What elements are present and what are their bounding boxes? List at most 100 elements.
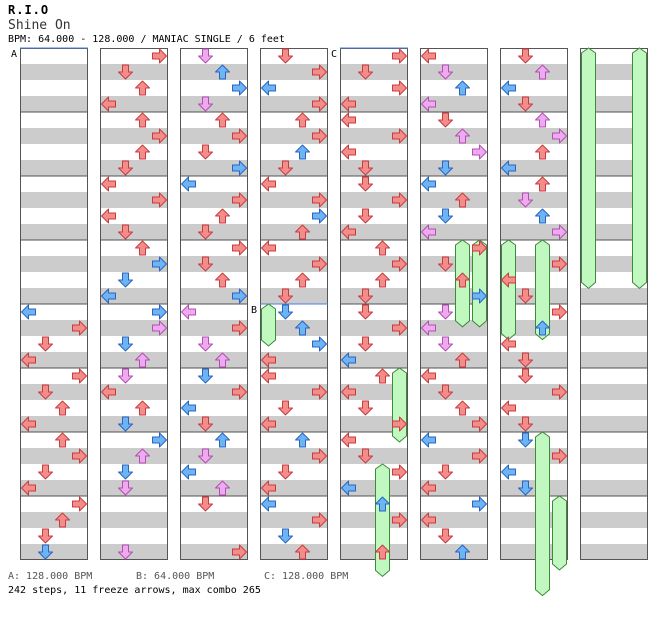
- right-arrow: [472, 448, 487, 464]
- down-arrow: [38, 528, 53, 544]
- up-arrow: [295, 224, 310, 240]
- right-arrow: [552, 448, 567, 464]
- left-arrow: [261, 480, 276, 496]
- up-arrow: [215, 480, 230, 496]
- down-arrow: [518, 368, 533, 384]
- beat-stripe: [500, 288, 568, 304]
- freeze-arrow: [472, 239, 487, 328]
- down-arrow: [358, 160, 373, 176]
- up-arrow: [455, 272, 470, 288]
- up-arrow: [295, 112, 310, 128]
- left-arrow: [421, 480, 436, 496]
- beat-stripe: [100, 96, 168, 112]
- right-arrow: [232, 128, 247, 144]
- beat-stripe: [20, 480, 88, 496]
- up-arrow: [55, 512, 70, 528]
- down-arrow: [38, 336, 53, 352]
- down-arrow: [198, 448, 213, 464]
- left-arrow: [261, 368, 276, 384]
- beat-stripe: [500, 64, 568, 80]
- right-arrow: [552, 256, 567, 272]
- beat-stripe: [420, 544, 488, 560]
- column-border: [420, 48, 488, 560]
- beat-stripe: [180, 352, 248, 368]
- freeze-body: [632, 47, 647, 290]
- beat-stripe: [500, 224, 568, 240]
- right-arrow: [152, 256, 167, 272]
- right-arrow: [232, 320, 247, 336]
- beat-stripe: [580, 224, 648, 240]
- beat-stripe: [420, 224, 488, 240]
- down-arrow: [518, 192, 533, 208]
- beat-stripe: [580, 480, 648, 496]
- beat-stripe: [500, 544, 568, 560]
- beat-stripe: [420, 320, 488, 336]
- up-arrow: [455, 192, 470, 208]
- right-arrow: [392, 48, 407, 64]
- right-arrow: [232, 192, 247, 208]
- left-arrow: [341, 384, 356, 400]
- beat-stripe: [580, 128, 648, 144]
- beat-stripe: [180, 512, 248, 528]
- beat-stripe: [420, 64, 488, 80]
- beat-stripe: [260, 256, 328, 272]
- down-arrow: [278, 160, 293, 176]
- beat-stripe: [100, 256, 168, 272]
- left-arrow: [501, 272, 516, 288]
- beat-stripe: [20, 160, 88, 176]
- bpm-legend-a: A: 128.000 BPM: [8, 571, 93, 582]
- up-arrow: [375, 272, 390, 288]
- down-arrow: [518, 96, 533, 112]
- down-arrow: [118, 336, 133, 352]
- beat-stripe: [580, 544, 648, 560]
- beat-stripe: [580, 256, 648, 272]
- up-arrow: [455, 128, 470, 144]
- chart-stats: 242 steps, 11 freeze arrows, max combo 2…: [8, 585, 261, 596]
- right-arrow: [392, 320, 407, 336]
- beat-stripe: [100, 288, 168, 304]
- left-arrow: [21, 480, 36, 496]
- right-arrow: [312, 208, 327, 224]
- down-arrow: [438, 464, 453, 480]
- down-arrow: [278, 304, 293, 320]
- beat-stripe: [20, 352, 88, 368]
- beat-stripe: [20, 192, 88, 208]
- left-arrow: [181, 400, 196, 416]
- beat-stripe: [20, 544, 88, 560]
- down-arrow: [38, 544, 53, 560]
- beat-stripe: [260, 416, 328, 432]
- beat-stripe: [580, 384, 648, 400]
- beat-stripe: [500, 320, 568, 336]
- down-arrow: [118, 272, 133, 288]
- right-arrow: [232, 80, 247, 96]
- beat-stripe: [340, 480, 408, 496]
- up-arrow: [215, 352, 230, 368]
- down-arrow: [198, 496, 213, 512]
- right-arrow: [472, 496, 487, 512]
- freeze-arrow: [552, 495, 567, 571]
- left-arrow: [341, 224, 356, 240]
- right-arrow: [312, 512, 327, 528]
- right-arrow: [392, 464, 407, 480]
- down-arrow: [118, 464, 133, 480]
- left-arrow: [101, 384, 116, 400]
- down-arrow: [438, 208, 453, 224]
- left-arrow: [341, 112, 356, 128]
- down-arrow: [518, 48, 533, 64]
- up-arrow: [535, 112, 550, 128]
- beat-stripe: [100, 320, 168, 336]
- column-border: [580, 48, 648, 560]
- freeze-body: [501, 239, 516, 341]
- down-arrow: [358, 64, 373, 80]
- right-arrow: [232, 384, 247, 400]
- up-arrow: [375, 240, 390, 256]
- down-arrow: [438, 256, 453, 272]
- beat-stripe: [260, 544, 328, 560]
- beat-stripe: [500, 384, 568, 400]
- beat-stripe: [340, 256, 408, 272]
- up-arrow: [455, 352, 470, 368]
- freeze-body: [535, 239, 550, 341]
- beat-stripe: [580, 512, 648, 528]
- left-arrow: [421, 48, 436, 64]
- chart-column: [340, 48, 408, 560]
